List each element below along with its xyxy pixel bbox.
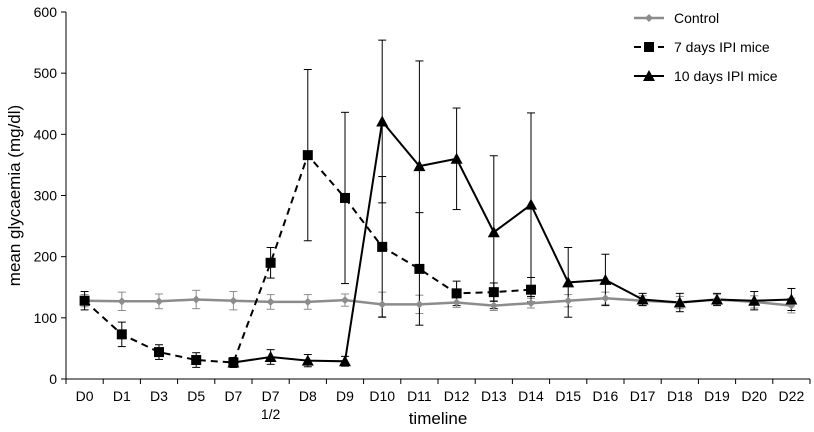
control-point (117, 297, 126, 306)
10-days-ipi-mice-point (339, 355, 351, 367)
x-tick-label: D7 1/2 (261, 388, 281, 422)
7-days-ipi-mice-point (116, 329, 127, 340)
y-tick-label: 500 (34, 65, 58, 81)
7-days-ipi-mice-point (154, 347, 164, 358)
10-days-ipi-mice-point (487, 226, 500, 238)
control-point (564, 296, 573, 305)
7-days-ipi-mice-point (451, 288, 462, 299)
7-days-ipi-mice-point (377, 241, 388, 252)
x-tick-label: D8 (299, 388, 317, 404)
control-point (601, 294, 610, 303)
x-tick-label: D5 (187, 388, 205, 404)
10-days-ipi-mice-point (785, 293, 798, 305)
control-point (415, 300, 424, 309)
control-point (341, 296, 349, 305)
10-days-ipi-mice-line (233, 119, 792, 364)
control-legend-marker (645, 14, 653, 22)
control-point (378, 300, 387, 309)
control-point (266, 297, 275, 306)
x-tick-label: D3 (150, 388, 168, 404)
10-days-ipi-mice-point (264, 350, 277, 362)
10-days-ipi-mice-point (673, 296, 686, 308)
10-days-ipi-mice-point (227, 356, 240, 368)
x-tick-label: D22 (779, 388, 805, 404)
control-point (489, 301, 498, 310)
7-days-ipi-mice-point (302, 150, 313, 161)
y-tick-label: 100 (34, 310, 58, 326)
7-days-ipi-mice-point (488, 287, 499, 298)
error-bars (80, 39, 796, 368)
7-days-ipi-mice-point (79, 295, 90, 306)
x-tick-label: D11 (407, 388, 432, 404)
x-tick-label: D19 (704, 388, 730, 404)
10-days-ipi-mice-point (562, 276, 575, 288)
control-point (303, 297, 312, 306)
7-days-ipi-mice-legend-label: 7 days IPI mice (674, 39, 770, 55)
y-tick-label: 200 (34, 249, 58, 265)
7-days-ipi-mice-point (191, 355, 202, 366)
y-tick-label: 400 (34, 126, 58, 142)
y-tick-label: 0 (49, 371, 57, 387)
10-days-ipi-mice-point (376, 115, 389, 127)
7-days-ipi-mice-point (265, 257, 276, 268)
y-ticks: 0 100 200 300 400 500 600 (34, 4, 66, 387)
x-tick-label: D9 (336, 388, 354, 404)
10-days-ipi-mice-point (450, 152, 463, 164)
control-point (229, 296, 238, 305)
y-axis-title: mean glycaemia (mg/dl) (5, 105, 24, 286)
series-markers (79, 115, 798, 368)
x-tick-label: D16 (593, 388, 619, 404)
x-tick-label: D18 (667, 388, 693, 404)
chart-legend: Control 7 days IPI mice 10 days IPI mice (634, 10, 778, 84)
7-days-ipi-mice-point (340, 192, 350, 203)
7-days-ipi-mice-point (414, 263, 425, 274)
control-point (192, 295, 201, 304)
10-days-ipi-mice-point (301, 354, 314, 366)
control-point (155, 297, 163, 306)
x-tick-label: D7 (224, 388, 242, 404)
10-days-ipi-mice-point (636, 293, 649, 305)
control-point (452, 298, 461, 307)
x-ticks: D0 D1 D3 D5 D7 D7 1/2 D8 D9 D10 D11 D12 D13 D14 D15 D16… (65, 379, 811, 422)
x-tick-label: D17 (630, 388, 656, 404)
7-days-ipi-mice-point (526, 284, 536, 295)
10-days-ipi-mice-point (599, 273, 612, 285)
10-days-ipi-mice-legend-label: 10 days IPI mice (674, 68, 778, 84)
x-tick-label: D1 (113, 388, 131, 404)
x-tick-label: D0 (76, 388, 94, 404)
10-days-ipi-mice-point (413, 160, 426, 172)
10-days-ipi-mice-point (711, 293, 723, 305)
x-axis-title: timeline (409, 409, 468, 428)
x-tick-label: D12 (444, 388, 470, 404)
10-days-ipi-mice-point (525, 198, 537, 210)
x-tick-label: D14 (518, 388, 544, 404)
series-lines (83, 119, 792, 364)
y-tick-label: 300 (34, 188, 58, 204)
x-tick-label: D15 (555, 388, 581, 404)
10-days-ipi-mice-legend-marker (643, 70, 655, 81)
x-tick-label: D13 (481, 388, 507, 404)
10-days-ipi-mice-point (748, 294, 761, 306)
y-tick-label: 600 (34, 4, 58, 20)
control-point (527, 299, 535, 308)
7-days-ipi-mice-legend-marker (644, 42, 654, 52)
control-legend-label: Control (674, 10, 719, 26)
x-tick-label: D20 (741, 388, 767, 404)
x-tick-label: D10 (369, 388, 395, 404)
